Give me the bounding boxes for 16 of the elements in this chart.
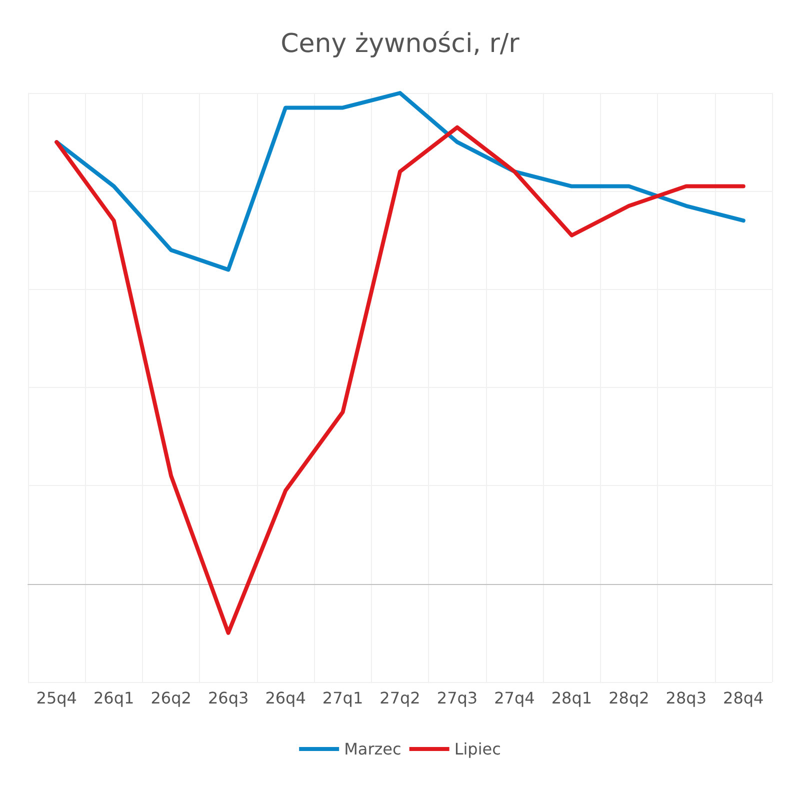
chart-title: Ceny żywności, r/r	[280, 29, 520, 59]
x-tick-label: 26q2	[150, 688, 192, 708]
x-tick-label: 27q3	[436, 688, 478, 708]
x-tick-label: 26q3	[208, 688, 249, 708]
x-tick-label: 28q1	[551, 688, 592, 708]
x-tick-label: 26q4	[265, 688, 306, 708]
x-tick-label: 26q1	[93, 688, 134, 708]
legend-label: Marzec	[344, 740, 402, 758]
x-tick-label: 27q4	[494, 688, 535, 708]
x-tick-label: 25q4	[36, 688, 77, 708]
x-tick-label: 27q2	[380, 688, 420, 708]
x-tick-label: 28q2	[608, 688, 650, 708]
x-tick-label: 28q4	[723, 688, 764, 708]
x-tick-label: 27q1	[322, 688, 364, 708]
x-tick-label: 28q3	[666, 688, 707, 708]
legend-label: Lipiec	[454, 740, 501, 758]
